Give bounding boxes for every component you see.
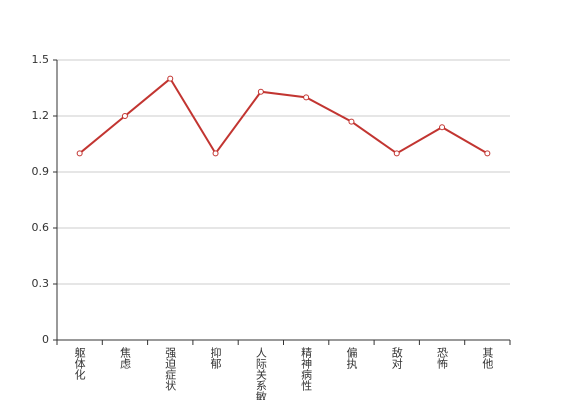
x-tick-label: 焦虑: [118, 347, 131, 369]
data-point: [439, 124, 446, 131]
y-tick-label: 0.6: [32, 221, 50, 234]
y-tick-label: 1.5: [32, 53, 50, 66]
x-tick-label: 敌对: [390, 346, 403, 369]
data-point: [167, 75, 174, 82]
data-point: [76, 150, 83, 157]
x-tick-label: 抑郁: [209, 346, 222, 369]
data-point: [303, 94, 310, 101]
x-tick-label: 恐怖: [436, 347, 449, 369]
x-tick-label: 精神病性: [300, 347, 313, 392]
y-tick-label: 0: [42, 333, 49, 346]
y-tick-label: 1.2: [32, 109, 50, 122]
data-point: [484, 150, 491, 157]
data-point: [212, 150, 219, 157]
data-point: [393, 150, 400, 157]
series-line: [79, 77, 488, 156]
y-tick-label: 0.9: [32, 165, 50, 178]
data-point: [121, 113, 128, 119]
y-tick-label: 0.3: [32, 277, 50, 290]
x-tick-label: 偏执: [345, 346, 358, 370]
x-tick-label: 人际关系敏感: [254, 347, 267, 400]
x-tick-label: 强迫症状: [164, 347, 177, 391]
x-tick-label: 躯体化: [73, 347, 86, 381]
x-tick-label: 其他: [481, 347, 494, 369]
data-point: [348, 118, 355, 125]
data-point: [257, 88, 264, 95]
